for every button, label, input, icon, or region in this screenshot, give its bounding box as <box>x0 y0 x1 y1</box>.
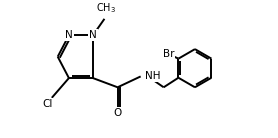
Text: Cl: Cl <box>42 99 52 109</box>
Text: CH$_3$: CH$_3$ <box>96 1 116 15</box>
Text: N: N <box>65 30 73 40</box>
Text: Br: Br <box>163 49 174 59</box>
Text: N: N <box>89 30 97 40</box>
Text: O: O <box>113 108 122 118</box>
Text: NH: NH <box>145 71 160 81</box>
